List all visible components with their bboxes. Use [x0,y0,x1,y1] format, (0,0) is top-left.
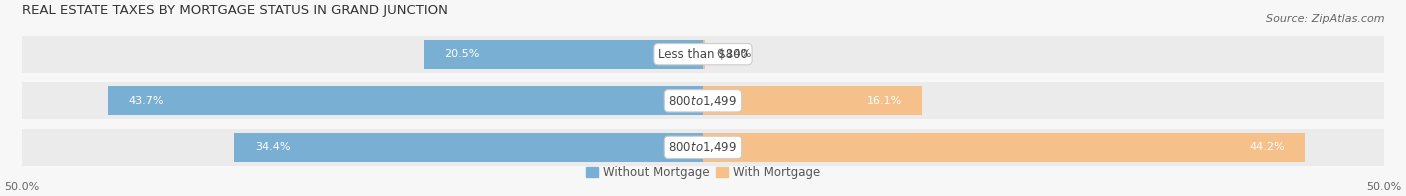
Text: 43.7%: 43.7% [128,96,163,106]
Bar [423,40,703,69]
Bar [703,40,704,69]
Bar [21,82,1385,119]
Bar [108,86,703,115]
Text: 34.4%: 34.4% [254,142,290,152]
Bar [21,35,1385,73]
Text: 44.2%: 44.2% [1249,142,1285,152]
Bar [703,86,922,115]
Bar [703,133,1305,162]
Text: $800 to $1,499: $800 to $1,499 [668,94,738,108]
Text: $800 to $1,499: $800 to $1,499 [668,140,738,154]
Text: 20.5%: 20.5% [444,49,479,59]
Text: 16.1%: 16.1% [866,96,901,106]
Bar [235,133,703,162]
Text: Less than $800: Less than $800 [658,48,748,61]
Text: Source: ZipAtlas.com: Source: ZipAtlas.com [1267,14,1385,24]
Text: 0.14%: 0.14% [716,49,751,59]
Text: REAL ESTATE TAXES BY MORTGAGE STATUS IN GRAND JUNCTION: REAL ESTATE TAXES BY MORTGAGE STATUS IN … [21,4,447,17]
Legend: Without Mortgage, With Mortgage: Without Mortgage, With Mortgage [581,162,825,184]
Bar [21,129,1385,166]
